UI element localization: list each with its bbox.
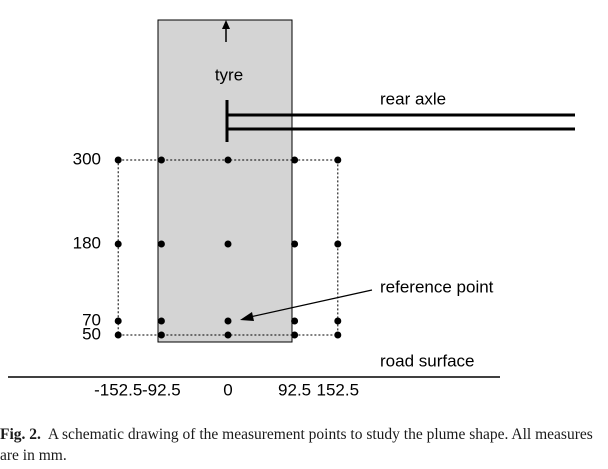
measurement-point (291, 156, 299, 164)
measurement-point (334, 331, 342, 339)
diagram: tyre rear axle reference point road surf… (8, 19, 575, 399)
tyre-band (157, 19, 293, 343)
measurement-point (157, 240, 165, 248)
rear-axle-label: rear axle (380, 89, 446, 108)
caption-label: Fig. 2. (0, 426, 41, 443)
measurement-point (157, 331, 165, 339)
tyre-label: tyre (215, 65, 243, 84)
x-position-label: 0 (223, 380, 232, 399)
measurement-point (157, 156, 165, 164)
measurement-point (291, 331, 299, 339)
caption-text: A schematic drawing of the measurement p… (0, 426, 593, 464)
measurement-point (334, 240, 342, 248)
road-surface-label: road surface (380, 351, 475, 370)
y-position-label: 300 (73, 149, 101, 168)
measurement-point (114, 240, 122, 248)
measurement-point (334, 156, 342, 164)
measurement-point (114, 317, 122, 325)
reference-point-label: reference point (380, 277, 494, 296)
measurement-point (291, 240, 299, 248)
measurement-point (224, 240, 232, 248)
x-position-label: -152.5 (94, 380, 142, 399)
x-position-label: 92.5 (278, 380, 311, 399)
y-position-label: 180 (73, 233, 101, 252)
measurement-point (224, 331, 232, 339)
measurement-point (114, 156, 122, 164)
measurement-point (114, 331, 122, 339)
x-position-label: 152.5 (317, 380, 360, 399)
x-position-label: -92.5 (142, 380, 181, 399)
measurement-point (157, 317, 165, 325)
measurement-point (224, 317, 232, 325)
reference-arrow (249, 289, 373, 318)
measurement-point (291, 317, 299, 325)
y-position-label: 70 (82, 310, 101, 329)
caption: Fig. 2. A schematic drawing of the measu… (0, 424, 600, 466)
y-position-label: 50 (82, 324, 101, 343)
measurement-point (224, 156, 232, 164)
arrow-head (222, 20, 230, 29)
arrow-head (240, 312, 254, 321)
measurement-point (334, 317, 342, 325)
